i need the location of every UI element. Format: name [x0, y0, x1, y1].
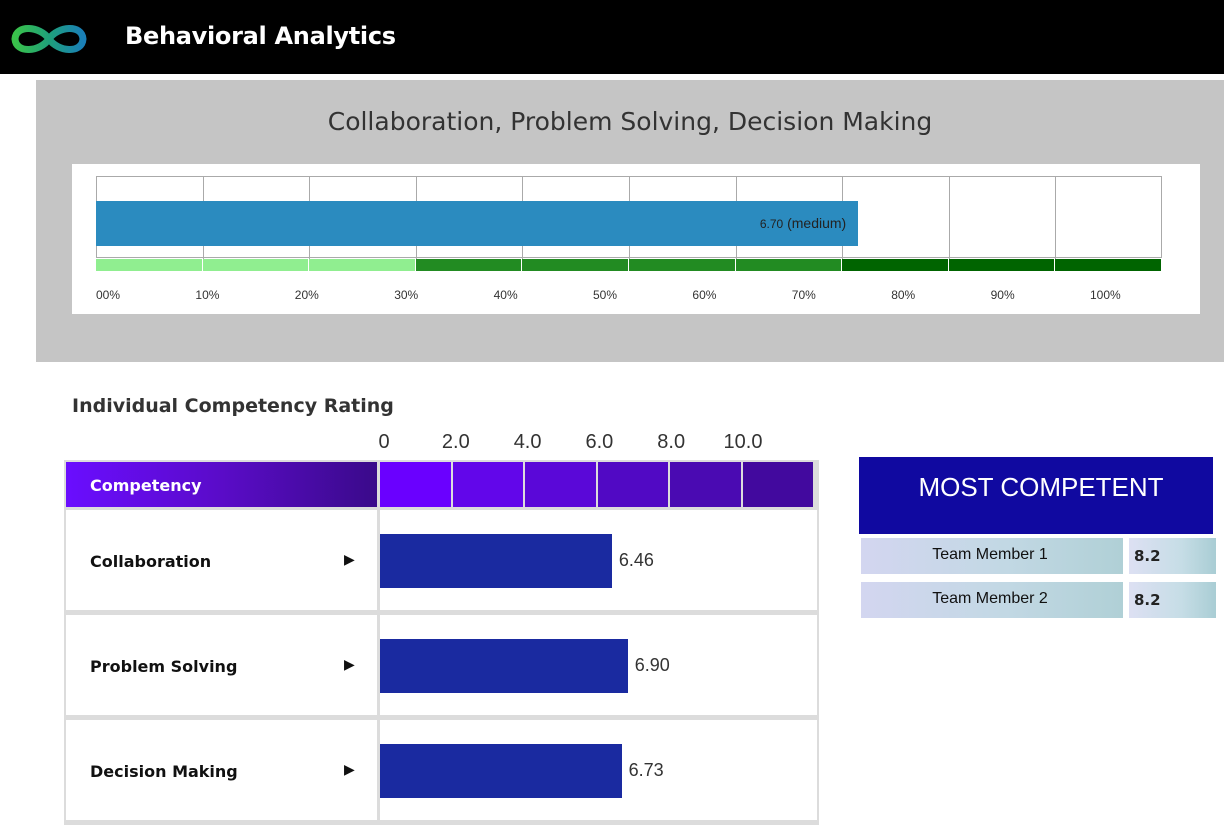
gauge-value-text: 6.70: [759, 217, 784, 231]
most-competent-header: MOST COMPETENT: [859, 457, 1213, 534]
gauge-tick-label: 100%: [1090, 288, 1121, 302]
axis-tick-label: 6.0: [585, 431, 614, 453]
overall-gauge-panel: Collaboration, Problem Solving, Decision…: [36, 80, 1224, 362]
axis-tick-label: 10.0: [723, 431, 763, 453]
competency-bar: [380, 534, 612, 588]
gauge-tick-label: 80%: [891, 288, 916, 302]
scale-header-cell: [742, 462, 813, 507]
gauge-band-low: [96, 259, 202, 271]
axis-tick-label: 4.0: [513, 431, 542, 453]
gauge-tick-label: 20%: [294, 288, 319, 302]
gauge-band-low: [202, 259, 309, 271]
gauge-value-bar: 6.70 (medium): [96, 201, 859, 246]
competency-bar: [380, 744, 622, 798]
competency-value-label: 6.73: [628, 760, 664, 780]
member-score: 8.2: [1134, 547, 1161, 565]
gauge-tick-label: 10%: [195, 288, 220, 302]
axis-tick-label: 8.0: [657, 431, 686, 453]
app-header: Behavioral Analytics: [0, 0, 1224, 74]
competency-name: Decision Making: [90, 762, 238, 781]
most-competent-name-1: Team Member 1: [861, 538, 1123, 574]
gauge-tick-label: 00%: [96, 288, 121, 302]
gauge-grid-line: [1055, 177, 1057, 259]
member-name: Team Member 1: [932, 546, 1048, 563]
most-competent-name-2: Team Member 2: [861, 582, 1123, 618]
gauge-tick-label: 60%: [692, 288, 717, 302]
competency-header: Competency: [66, 462, 377, 507]
gauge-band-medium: [522, 259, 628, 271]
scale-header-cell: [597, 462, 668, 507]
gauge-band-medium: [415, 259, 522, 271]
gauge-box: 6.70 (medium) 00% 10% 20% 30% 40% 50% 60% 70% 80…: [72, 164, 1200, 314]
gauge-level-text: (medium): [787, 215, 847, 231]
gauge-tick-label: 70%: [791, 288, 816, 302]
triangle-right-icon[interactable]: ▶: [344, 657, 355, 673]
competency-row-label[interactable]: Problem Solving ▶: [66, 615, 377, 715]
competency-row-label[interactable]: Collaboration ▶: [66, 510, 377, 610]
competency-row-label[interactable]: Decision Making ▶: [66, 720, 377, 820]
competency-row-chart: 6.73: [380, 720, 817, 820]
competency-value-label: 6.90: [634, 655, 670, 675]
gauge-grid-line: [948, 177, 950, 259]
gauge-band-low: [309, 259, 415, 271]
infinity-logo-icon: [11, 25, 87, 53]
triangle-right-icon[interactable]: ▶: [344, 552, 355, 568]
most-competent-score-2: 8.2: [1129, 582, 1216, 618]
app-title: Behavioral Analytics: [125, 22, 396, 50]
member-score: 8.2: [1134, 591, 1161, 609]
gauge-band-high: [842, 259, 948, 271]
axis-tick-label: 0: [378, 431, 390, 453]
competency-header-label: Competency: [90, 476, 202, 495]
gauge-band-strip: [96, 259, 1162, 271]
competency-name: Problem Solving: [90, 657, 238, 676]
scale-header-cell: [525, 462, 596, 507]
gauge-tick-label: 40%: [493, 288, 518, 302]
gauge-value-label: 6.70 (medium): [760, 215, 846, 231]
axis-tick-label: 2.0: [441, 431, 470, 453]
gauge-title: Collaboration, Problem Solving, Decision…: [327, 107, 933, 136]
gauge-band-high: [1055, 259, 1161, 271]
scale-header-cell: [452, 462, 523, 507]
most-competent-score-1: 8.2: [1129, 538, 1216, 574]
gauge-band-medium: [629, 259, 735, 271]
competency-value-label: 6.46: [618, 550, 654, 570]
gauge-band-medium: [735, 259, 842, 271]
scale-header-cell: [380, 462, 451, 507]
competency-section-title: Individual Competency Rating: [72, 395, 394, 417]
gauge-tick-label: 30%: [394, 288, 419, 302]
competency-bar: [380, 639, 628, 693]
competency-row-chart: 6.90: [380, 615, 817, 715]
gauge-band-high: [948, 259, 1055, 271]
gauge-tick-label: 90%: [990, 288, 1015, 302]
member-name: Team Member 2: [932, 590, 1048, 607]
triangle-right-icon[interactable]: ▶: [344, 762, 355, 778]
competency-row-chart: 6.46: [380, 510, 817, 610]
scale-header-cell: [670, 462, 741, 507]
competency-table: Competency Collaboration ▶ 6.46 Problem Sol…: [64, 460, 819, 825]
most-competent-title: MOST COMPETENT: [918, 472, 1164, 502]
gauge-tick-label: 50%: [593, 288, 618, 302]
competency-name: Collaboration: [90, 552, 212, 571]
